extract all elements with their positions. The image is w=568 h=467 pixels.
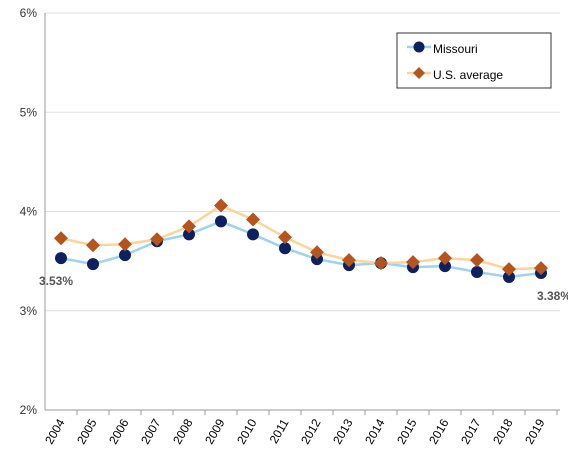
x-tick-label: 2012 xyxy=(298,416,324,446)
legend-label: U.S. average xyxy=(433,68,503,82)
y-tick-label: 5% xyxy=(20,105,38,119)
legend-box xyxy=(396,32,552,89)
series-line xyxy=(60,220,542,279)
series-line xyxy=(60,204,542,271)
marker xyxy=(182,219,196,234)
marker xyxy=(214,198,228,213)
marker xyxy=(150,232,164,247)
marker xyxy=(374,256,388,271)
marker xyxy=(279,242,291,255)
marker xyxy=(119,249,131,262)
marker xyxy=(439,260,451,273)
marker xyxy=(503,271,515,284)
marker xyxy=(438,251,452,266)
data-label: 3.53% xyxy=(39,274,73,288)
marker xyxy=(534,261,548,276)
marker xyxy=(183,228,195,241)
marker xyxy=(502,262,516,277)
x-tick-label: 2019 xyxy=(522,416,548,446)
marker xyxy=(246,212,260,227)
x-tick-label: 2009 xyxy=(202,416,228,446)
marker xyxy=(247,228,259,241)
legend-marker xyxy=(413,67,425,79)
x-tick-label: 2017 xyxy=(458,416,484,446)
x-tick-label: 2011 xyxy=(267,416,292,446)
y-tick-label: 6% xyxy=(20,6,38,20)
legend-marker xyxy=(413,41,425,53)
data-label: 3.38% xyxy=(537,289,568,303)
marker xyxy=(118,237,132,252)
y-tick-label: 4% xyxy=(20,205,38,219)
marker xyxy=(310,245,324,260)
marker xyxy=(54,231,68,246)
y-tick-label: 3% xyxy=(20,304,38,318)
x-tick-label: 2004 xyxy=(42,416,68,446)
x-tick-label: 2007 xyxy=(138,416,164,446)
x-tick-label: 2016 xyxy=(426,416,452,446)
x-tick-label: 2015 xyxy=(394,416,420,446)
marker xyxy=(55,252,67,265)
marker xyxy=(406,255,420,270)
marker xyxy=(342,253,356,268)
x-tick-label: 2008 xyxy=(170,416,196,446)
marker xyxy=(471,266,483,279)
marker xyxy=(215,215,227,228)
x-tick-label: 2006 xyxy=(106,416,132,446)
marker xyxy=(470,253,484,268)
x-tick-label: 2010 xyxy=(234,416,260,446)
x-tick-label: 2005 xyxy=(74,416,100,446)
marker xyxy=(86,238,100,253)
marker xyxy=(278,230,292,245)
marker xyxy=(87,258,99,271)
legend-label: Missouri xyxy=(433,42,478,56)
x-tick-label: 2013 xyxy=(330,416,356,446)
y-tick-label: 2% xyxy=(20,403,38,417)
x-tick-label: 2018 xyxy=(490,416,516,446)
x-tick-label: 2014 xyxy=(362,416,388,446)
